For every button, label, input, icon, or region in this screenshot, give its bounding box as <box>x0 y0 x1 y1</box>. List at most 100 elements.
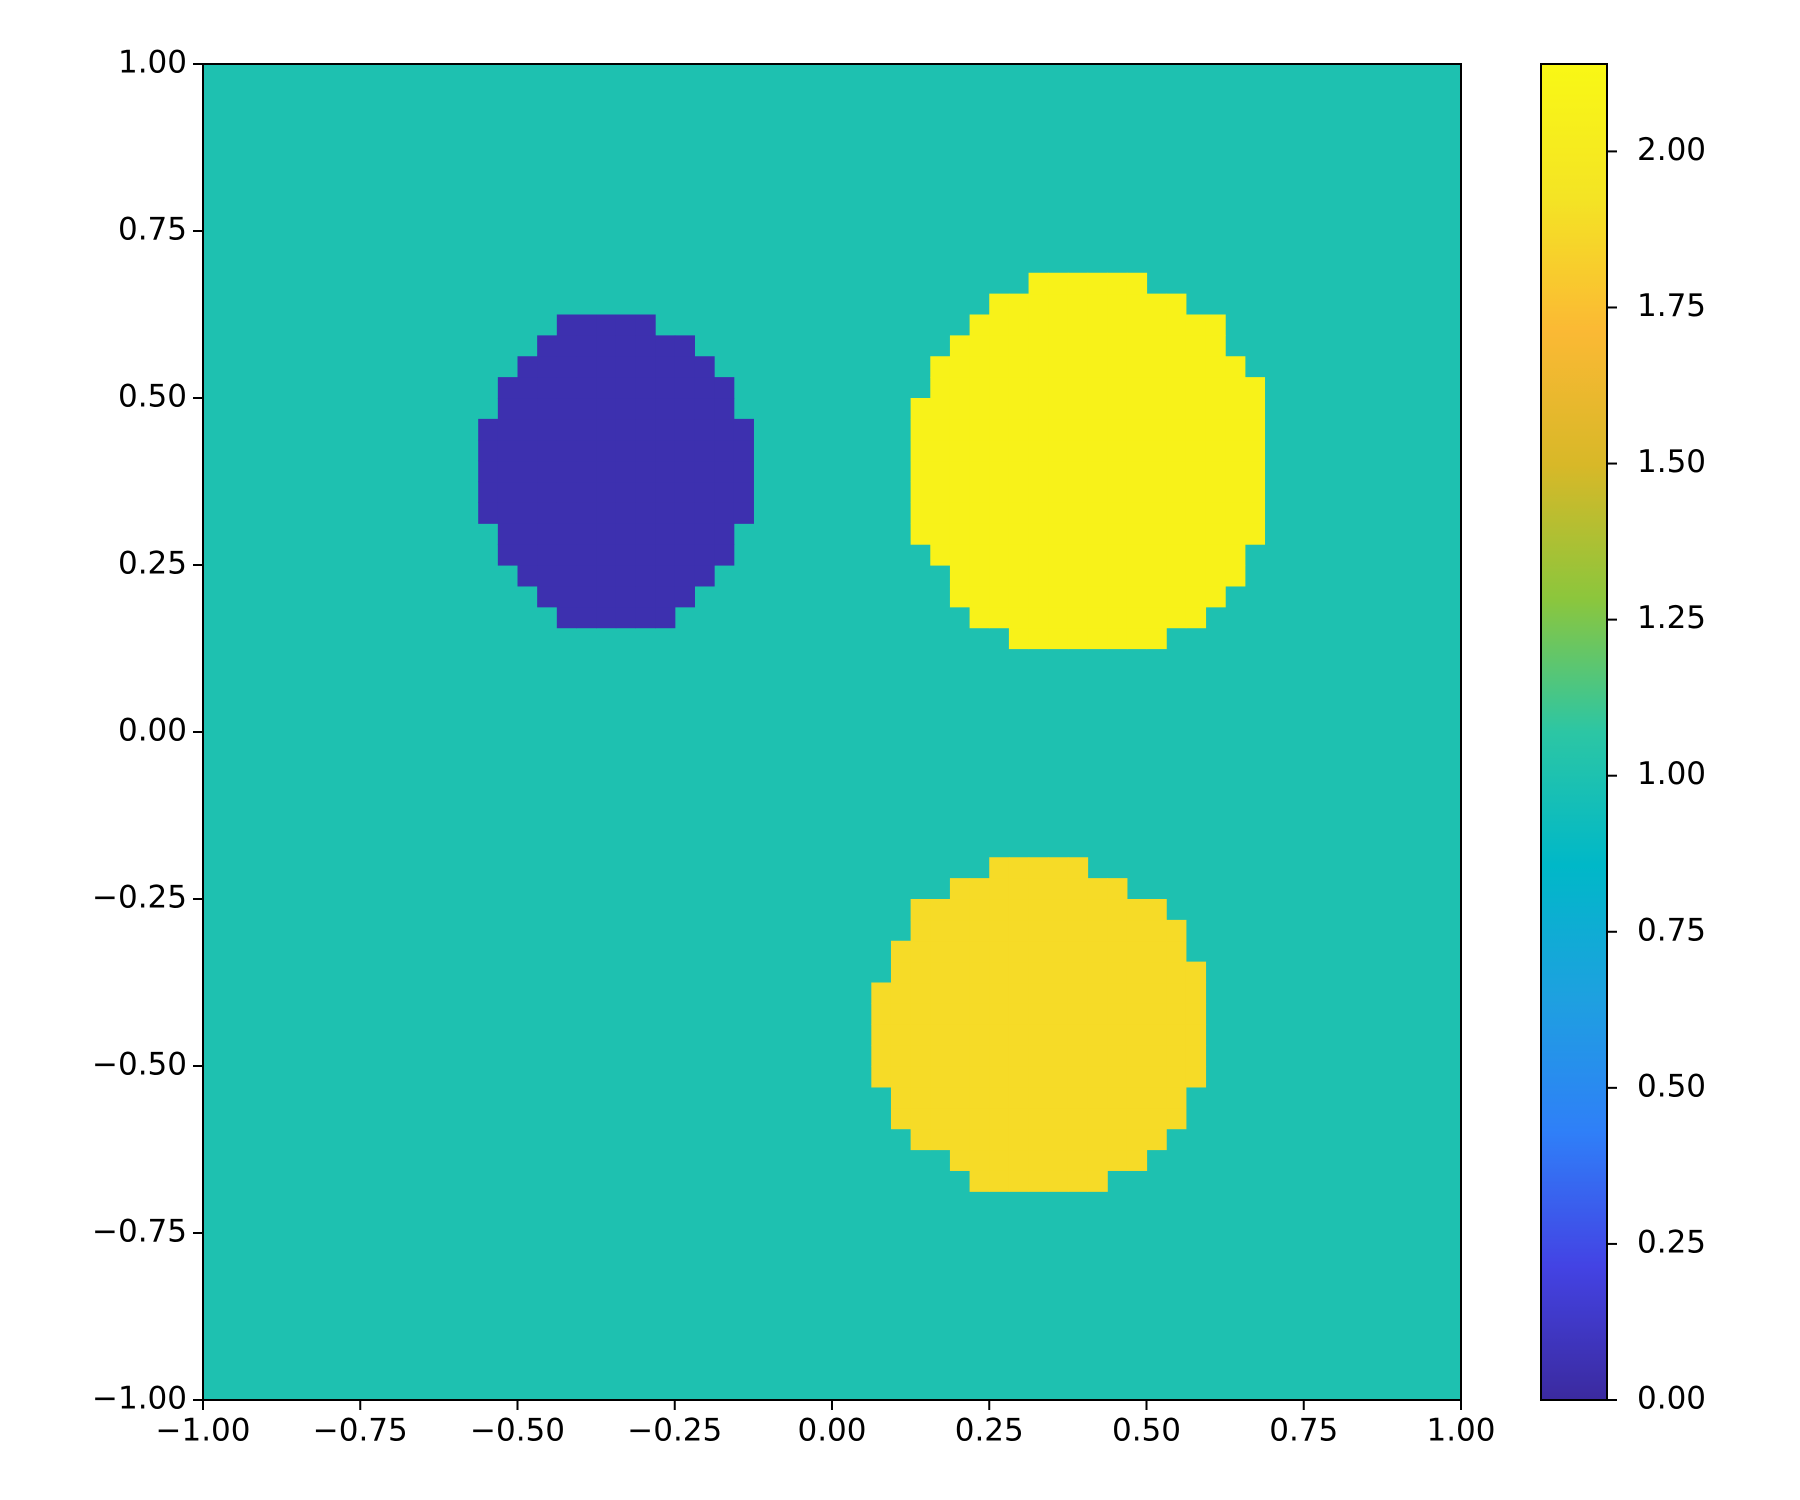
cell <box>989 418 1010 441</box>
cell <box>615 377 637 399</box>
cell <box>1185 606 1207 629</box>
cell <box>576 523 597 545</box>
cell <box>1008 544 1030 566</box>
cell <box>556 585 578 608</box>
cell <box>1087 377 1108 399</box>
cell <box>989 481 1010 503</box>
cell <box>497 481 519 503</box>
cell <box>969 585 990 608</box>
cell <box>949 1107 971 1130</box>
cell <box>1028 439 1049 462</box>
cell <box>1107 523 1128 545</box>
cell <box>989 314 1010 336</box>
cell <box>1205 585 1226 608</box>
cell <box>949 418 971 441</box>
x-tick-label: −0.25 <box>627 1413 722 1449</box>
x-tick-label: −0.50 <box>470 1413 565 1449</box>
cell <box>1048 1128 1069 1151</box>
cell <box>714 460 735 483</box>
cell <box>537 502 558 524</box>
cell <box>1107 1128 1128 1151</box>
cell <box>1048 439 1069 462</box>
cell <box>1067 1066 1089 1088</box>
cell <box>1126 523 1148 545</box>
cell <box>1067 418 1089 441</box>
cell <box>655 356 676 378</box>
cell <box>497 460 519 483</box>
cell <box>969 940 990 963</box>
cell <box>497 544 519 566</box>
cell <box>1107 627 1128 650</box>
cell <box>1087 1128 1108 1151</box>
cell <box>1185 377 1207 399</box>
cell <box>1048 460 1069 483</box>
cell <box>1185 523 1207 545</box>
cell <box>694 356 715 378</box>
cell <box>1126 335 1148 357</box>
cell <box>989 982 1010 1004</box>
cell <box>615 606 637 629</box>
y-tick-label: 0.00 <box>118 713 187 749</box>
cell <box>1146 293 1167 316</box>
cell <box>1028 961 1049 984</box>
cell <box>674 377 696 399</box>
cell <box>694 460 715 483</box>
cell <box>969 502 990 524</box>
cell <box>890 1003 912 1025</box>
cell <box>615 356 637 378</box>
cell <box>674 544 696 566</box>
cell <box>890 1024 912 1046</box>
cell <box>949 1003 971 1025</box>
cell <box>1048 899 1069 921</box>
cell <box>1067 1170 1089 1192</box>
cell <box>910 1024 931 1046</box>
cell <box>615 544 637 566</box>
cell <box>517 377 538 399</box>
cell <box>930 439 951 462</box>
cell <box>714 418 735 441</box>
cell <box>1028 1107 1049 1130</box>
cell <box>1028 293 1049 316</box>
cell <box>1185 502 1207 524</box>
cell <box>1067 1107 1089 1130</box>
cell <box>1028 982 1049 1004</box>
cell <box>714 544 735 566</box>
colorbar-tick-label: 1.25 <box>1637 600 1706 636</box>
cell <box>655 418 676 441</box>
cell <box>930 1045 951 1067</box>
cell <box>1028 1003 1049 1025</box>
cell <box>1067 606 1089 629</box>
cell <box>1126 919 1148 942</box>
cell <box>1185 460 1207 483</box>
cell <box>655 606 676 629</box>
cell <box>969 1003 990 1025</box>
cell <box>989 377 1010 399</box>
cell <box>674 418 696 441</box>
cell <box>969 1149 990 1171</box>
cell <box>989 398 1010 420</box>
cell <box>1087 1170 1108 1192</box>
cell <box>989 544 1010 566</box>
cell <box>1166 335 1187 357</box>
cell <box>576 460 597 483</box>
cell <box>1146 961 1167 984</box>
cell <box>949 1024 971 1046</box>
y-tick-label: 1.00 <box>118 45 187 81</box>
cell <box>596 398 617 420</box>
cell <box>1008 293 1030 316</box>
cell <box>930 1086 951 1109</box>
cell <box>1067 523 1089 545</box>
cell <box>1048 878 1069 900</box>
cell <box>615 314 637 336</box>
cell <box>1166 460 1187 483</box>
cell <box>1126 293 1148 316</box>
cell <box>1008 982 1030 1004</box>
cell <box>1048 544 1069 566</box>
cell <box>714 398 735 420</box>
cell <box>674 335 696 357</box>
cell <box>1008 502 1030 524</box>
cell <box>1067 1024 1089 1046</box>
cell <box>969 418 990 441</box>
x-tick-label: 0.50 <box>1112 1413 1181 1449</box>
cell <box>1126 418 1148 441</box>
